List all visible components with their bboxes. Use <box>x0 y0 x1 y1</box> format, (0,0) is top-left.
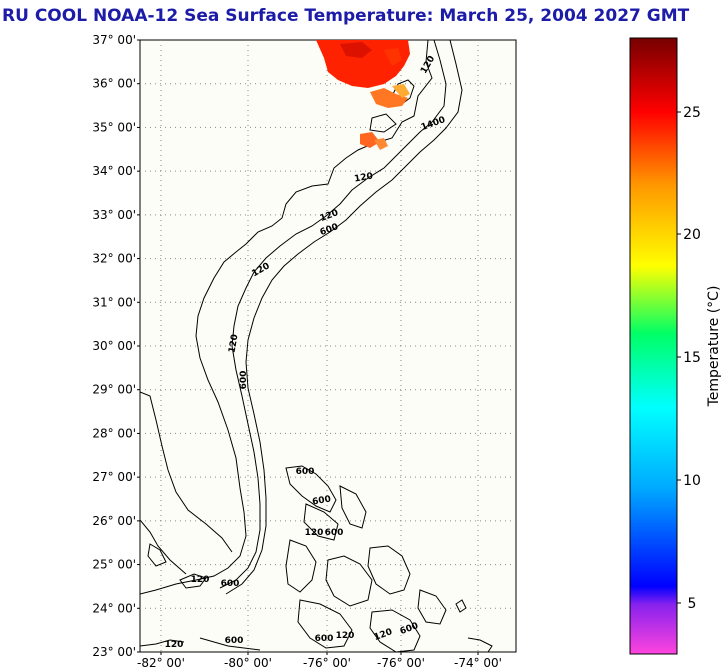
latitude-tick-label: 28° 00' <box>92 426 136 440</box>
contour-label: 600 <box>239 371 249 390</box>
latitude-tick-label: 23° 00' <box>92 645 136 659</box>
contour-label: 600 <box>225 636 244 646</box>
contour-label: 120 <box>227 334 240 354</box>
contour-label: 600 <box>221 579 240 589</box>
contour-label: 600 <box>325 528 344 538</box>
colorbar-tick-label: 20 <box>683 227 701 243</box>
latitude-tick-label: 25° 00' <box>92 558 136 572</box>
sst-data-pixels <box>316 40 410 150</box>
contour-label: 120 <box>354 171 374 184</box>
colorbar-label: Temperature (°C) <box>706 286 722 408</box>
contour-label: 120 <box>336 631 355 641</box>
latitude-tick-label: 35° 00' <box>92 120 136 134</box>
colorbar-tick-label: 25 <box>683 105 701 121</box>
contour-label: 600 <box>315 634 334 644</box>
colorbar-tick-label: 10 <box>683 473 701 489</box>
latitude-tick-label: 31° 00' <box>92 295 136 309</box>
longitude-tick-labels: -82° 00' -80° 00' -76° 00' -76° 00' -74° 00' <box>137 652 502 670</box>
contour-label: 120 <box>165 640 184 650</box>
contour-label: 120 <box>305 528 324 538</box>
latitude-tick-label: 30° 00' <box>92 339 136 353</box>
longitude-tick-label: -82° 00' <box>137 656 185 670</box>
colorbar-tick-label: 15 <box>683 350 701 366</box>
colorbar: 5 10 15 20 25 Temperature (°C) <box>629 37 722 655</box>
longitude-tick-label: -80° 00' <box>224 656 272 670</box>
latitude-tick-label: 29° 00' <box>92 383 136 397</box>
colorbar-tick-labels: 5 10 15 20 25 <box>677 105 701 612</box>
latitude-tick-label: 33° 00' <box>92 208 136 222</box>
latitude-tick-labels: 37° 00' 36° 00' 35° 00' 34° 00' 33° 00' 32° 0… <box>92 33 140 659</box>
contour-label: 600 <box>312 494 332 507</box>
contour-label: 120 <box>191 575 210 585</box>
latitude-tick-label: 34° 00' <box>92 164 136 178</box>
latitude-tick-label: 36° 00' <box>92 77 136 91</box>
latitude-tick-label: 37° 00' <box>92 33 136 47</box>
contour-label: 600 <box>296 467 315 477</box>
latitude-tick-label: 27° 00' <box>92 470 136 484</box>
latitude-tick-label: 24° 00' <box>92 601 136 615</box>
colorbar-gradient <box>629 37 678 655</box>
longitude-tick-label: -74° 00' <box>454 656 502 670</box>
map-title: RU COOL NOAA-12 Sea Surface Temperature:… <box>2 6 690 26</box>
colorbar-tick-label: 5 <box>688 596 697 612</box>
longitude-tick-label: -76° 00' <box>377 656 425 670</box>
longitude-tick-label: -76° 00' <box>303 656 351 670</box>
latitude-tick-label: 26° 00' <box>92 514 136 528</box>
latitude-tick-label: 32° 00' <box>92 252 136 266</box>
